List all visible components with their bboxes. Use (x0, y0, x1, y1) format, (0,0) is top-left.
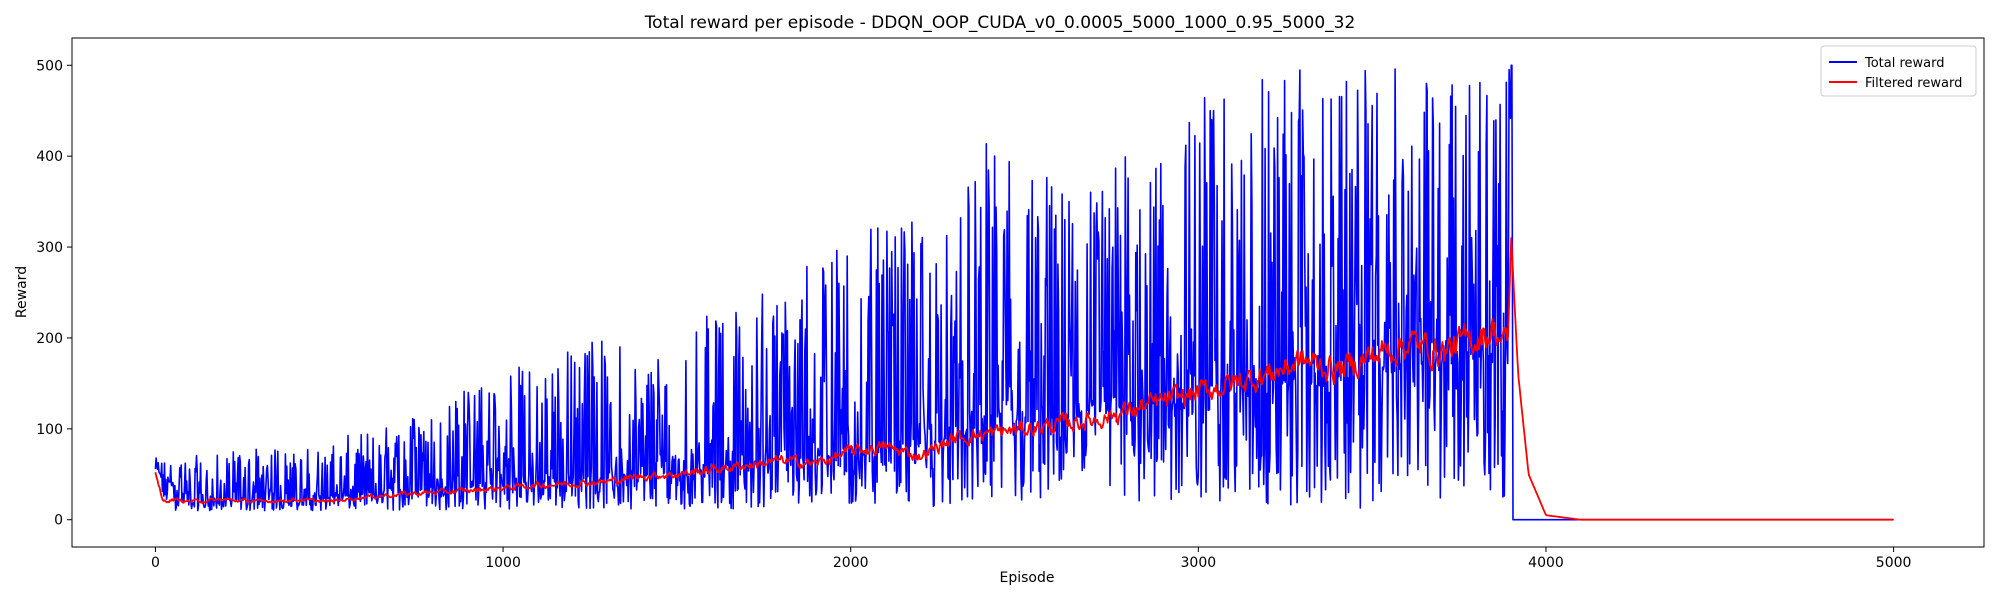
legend-label: Filtered reward (1865, 76, 1962, 91)
y-tick-label: 500 (36, 58, 63, 74)
y-tick-label: 200 (36, 331, 63, 347)
x-tick-label: 1000 (485, 555, 521, 571)
x-tick-label: 4000 (1528, 555, 1564, 571)
plot-frame (71, 37, 1985, 548)
x-tick-label: 3000 (1181, 555, 1217, 571)
x-tick-label: 2000 (833, 555, 869, 571)
y-axis-label: Reward (14, 266, 30, 318)
x-tick-label: 5000 (1876, 555, 1912, 571)
legend: Total reward Filtered reward (1820, 45, 1977, 97)
chart-title: Total reward per episode - DDQN_OOP_CUDA… (644, 13, 1356, 33)
legend-label: Total reward (1864, 56, 1945, 71)
x-tick-label: 0 (151, 555, 160, 571)
y-tick-label: 100 (36, 422, 63, 438)
y-tick-label: 0 (54, 513, 63, 529)
axis-ticks: 0 1000 2000 3000 4000 5000 0 100 200 300 400 500 (36, 58, 1911, 571)
x-axis-label: Episode (1000, 570, 1055, 586)
legend-box (1820, 45, 1977, 97)
y-tick-label: 400 (36, 149, 63, 165)
plot-lines (154, 64, 1894, 521)
series-filtered-reward-line (154, 237, 1893, 521)
y-tick-label: 300 (36, 240, 63, 256)
